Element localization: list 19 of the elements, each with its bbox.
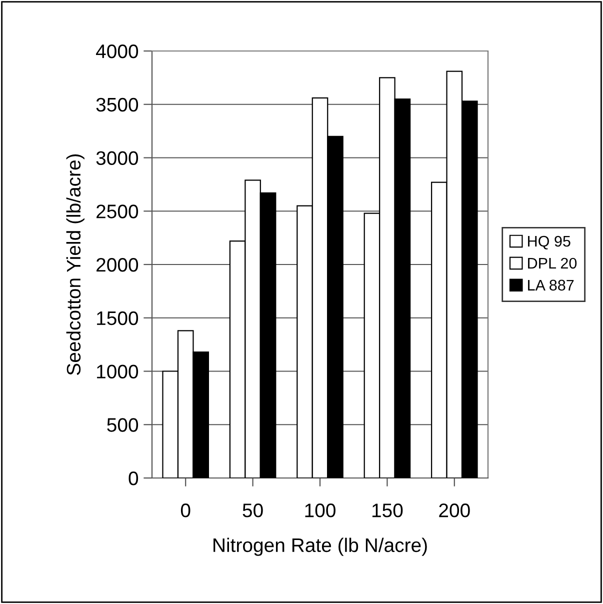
x-tick-label: 50 xyxy=(242,504,263,518)
y-tick-label: 500 xyxy=(107,418,138,432)
y-tick-label: 2000 xyxy=(96,258,138,272)
y-axis-title: Seedcotton Yield (lb/acre) xyxy=(66,154,84,375)
y-tick-label: 1000 xyxy=(97,364,138,378)
y-tick-label: 3000 xyxy=(96,151,138,165)
legend-label: LA 887 xyxy=(528,280,574,291)
x-axis-title: Nitrogen Rate (lb N/acre) xyxy=(214,538,427,556)
x-tick-label: 150 xyxy=(372,504,403,518)
x-tick-label: 200 xyxy=(439,504,470,518)
y-tick-label: 3500 xyxy=(96,98,138,112)
y-tick-label: 1500 xyxy=(97,311,138,326)
y-tick-label: 0 xyxy=(128,471,138,486)
legend-label: HQ 95 xyxy=(528,236,570,250)
x-tick-label: 100 xyxy=(305,504,336,518)
x-tick-label: 0 xyxy=(180,504,190,518)
y-tick-label: 2500 xyxy=(96,204,138,218)
y-tick-label: 4000 xyxy=(96,44,138,58)
legend-label: DPL 20 xyxy=(528,258,577,269)
